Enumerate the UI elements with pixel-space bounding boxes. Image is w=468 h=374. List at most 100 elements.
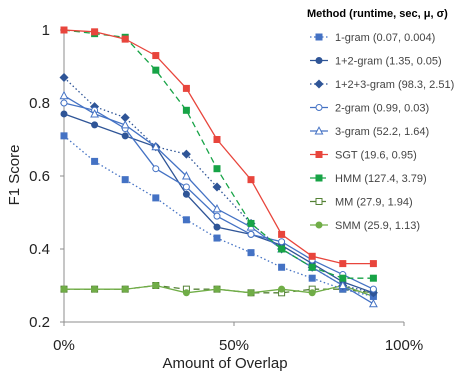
data-point-sgt bbox=[308, 252, 316, 260]
data-point-1-2-gram bbox=[60, 110, 68, 118]
y-tick-label: 0.4 bbox=[29, 241, 50, 258]
data-point-1-gram bbox=[91, 157, 99, 165]
legend-label: SGT (19.6, 0.95) bbox=[335, 150, 417, 162]
legend-label: SMM (25.9, 1.13) bbox=[335, 220, 420, 232]
data-point-sgt bbox=[182, 84, 190, 92]
data-point-2-gram bbox=[213, 212, 221, 220]
data-point-smm bbox=[247, 289, 255, 297]
data-point-sgt bbox=[278, 230, 286, 238]
data-point-hmm bbox=[278, 245, 286, 253]
data-point-3-gram bbox=[90, 109, 100, 118]
data-point-2-gram bbox=[152, 165, 160, 173]
series-2-gram bbox=[60, 99, 377, 293]
data-point-sgt bbox=[91, 28, 99, 36]
legend-swatch-marker bbox=[314, 126, 324, 135]
x-tick-label: 0% bbox=[53, 337, 75, 354]
legend-swatch-marker bbox=[315, 221, 323, 229]
data-point-3-gram bbox=[151, 141, 161, 151]
data-point-1-gram bbox=[278, 263, 286, 271]
data-point-3-gram bbox=[368, 298, 378, 308]
data-point-smm bbox=[308, 289, 316, 297]
legend-label: 1-gram (0.07, 0.004) bbox=[335, 32, 435, 44]
legend-label: MM (27.9, 1.94) bbox=[335, 197, 413, 209]
y-tick-label: 0.6 bbox=[29, 168, 50, 185]
legend-swatch-marker bbox=[314, 79, 324, 89]
data-point-1-gram bbox=[182, 216, 190, 224]
legend-item-smm: SMM (25.9, 1.13) bbox=[310, 220, 420, 232]
legend-item-mm: MM (27.9, 1.94) bbox=[310, 197, 413, 209]
data-point-smm bbox=[152, 282, 160, 289]
legend-item-1-gram: 1-gram (0.07, 0.004) bbox=[310, 32, 435, 44]
series-sgt bbox=[60, 26, 377, 268]
series-hmm bbox=[60, 26, 377, 282]
x-axis-title: Amount of Overlap bbox=[162, 355, 287, 372]
legend: Method (runtime, sec, μ, σ) 1-gram (0.07… bbox=[307, 8, 454, 232]
legend-item-sgt: SGT (19.6, 0.95) bbox=[310, 150, 417, 162]
y-axis-title: F1 Score bbox=[6, 145, 23, 206]
data-point-2-gram bbox=[182, 183, 190, 191]
data-point-1-2-3-gram bbox=[59, 72, 69, 82]
data-point-1-2-gram bbox=[121, 132, 129, 140]
data-point-1-2-3-gram bbox=[181, 149, 191, 159]
series-layer bbox=[59, 26, 378, 308]
data-point-1-2-gram bbox=[182, 190, 190, 198]
data-point-sgt bbox=[60, 26, 68, 34]
data-point-hmm bbox=[152, 66, 160, 74]
data-point-1-2-3-gram bbox=[212, 182, 222, 192]
data-point-hmm bbox=[213, 165, 221, 173]
data-point-sgt bbox=[152, 52, 160, 60]
data-point-hmm bbox=[247, 219, 255, 227]
series-smm bbox=[60, 282, 377, 300]
legend-label: 3-gram (52.2, 1.64) bbox=[335, 126, 429, 138]
legend-item-2-gram: 2-gram (0.99, 0.03) bbox=[310, 103, 429, 115]
data-point-sgt bbox=[121, 35, 129, 43]
data-point-sgt bbox=[339, 260, 347, 268]
data-point-3-gram bbox=[338, 280, 348, 289]
y-tick-label: 0.8 bbox=[29, 95, 50, 112]
y-tick-label: 1 bbox=[42, 22, 50, 39]
data-point-hmm bbox=[182, 106, 190, 114]
data-point-1-2-gram bbox=[213, 223, 221, 231]
legend-label: 1+2-gram (1.35, 0.05) bbox=[335, 56, 442, 68]
data-point-sgt bbox=[369, 260, 377, 268]
data-point-3-gram bbox=[120, 120, 130, 129]
series-1-gram bbox=[60, 132, 377, 300]
legend-label: 1+2+3-gram (98.3, 2.51) bbox=[335, 79, 454, 91]
data-point-sgt bbox=[247, 176, 255, 184]
data-point-1-gram bbox=[247, 249, 255, 257]
data-point-2-gram bbox=[247, 230, 255, 238]
data-point-1-gram bbox=[152, 194, 160, 202]
data-point-2-gram bbox=[369, 285, 377, 293]
legend-swatch-marker bbox=[315, 33, 323, 41]
data-point-1-gram bbox=[213, 234, 221, 242]
legend-item-1-2-gram: 1+2-gram (1.35, 0.05) bbox=[310, 56, 442, 68]
data-point-smm bbox=[213, 285, 221, 293]
axes: 0.2 0.4 0.6 0.8 1 0% 50% 100% bbox=[29, 22, 423, 354]
x-tick-label: 100% bbox=[385, 337, 423, 354]
data-point-1-2-gram bbox=[91, 121, 99, 129]
legend-label: 2-gram (0.99, 0.03) bbox=[335, 103, 429, 115]
data-point-3-gram bbox=[181, 171, 191, 180]
data-point-smm bbox=[278, 285, 286, 293]
data-point-1-gram bbox=[60, 132, 68, 140]
x-tick-label: 50% bbox=[219, 337, 249, 354]
legend-swatch-marker bbox=[315, 104, 323, 111]
data-point-hmm bbox=[339, 274, 347, 282]
legend-item-1-2-3-gram: 1+2+3-gram (98.3, 2.51) bbox=[310, 79, 454, 91]
y-tick-label: 0.2 bbox=[29, 314, 50, 331]
legend-swatch-marker bbox=[315, 151, 323, 158]
legend-item-hmm: HMM (127.4, 3.79) bbox=[310, 173, 427, 185]
data-point-smm bbox=[182, 289, 190, 297]
legend-swatch-marker bbox=[315, 198, 323, 205]
data-point-smm bbox=[60, 285, 68, 293]
data-point-hmm bbox=[308, 263, 316, 271]
data-point-2-gram bbox=[278, 238, 286, 246]
data-point-hmm bbox=[369, 274, 377, 282]
legend-title: Method (runtime, sec, μ, σ) bbox=[307, 8, 448, 20]
data-point-3-gram bbox=[212, 203, 222, 213]
data-point-smm bbox=[121, 285, 129, 293]
legend-swatch-marker bbox=[315, 174, 323, 182]
data-point-3-gram bbox=[59, 90, 69, 100]
